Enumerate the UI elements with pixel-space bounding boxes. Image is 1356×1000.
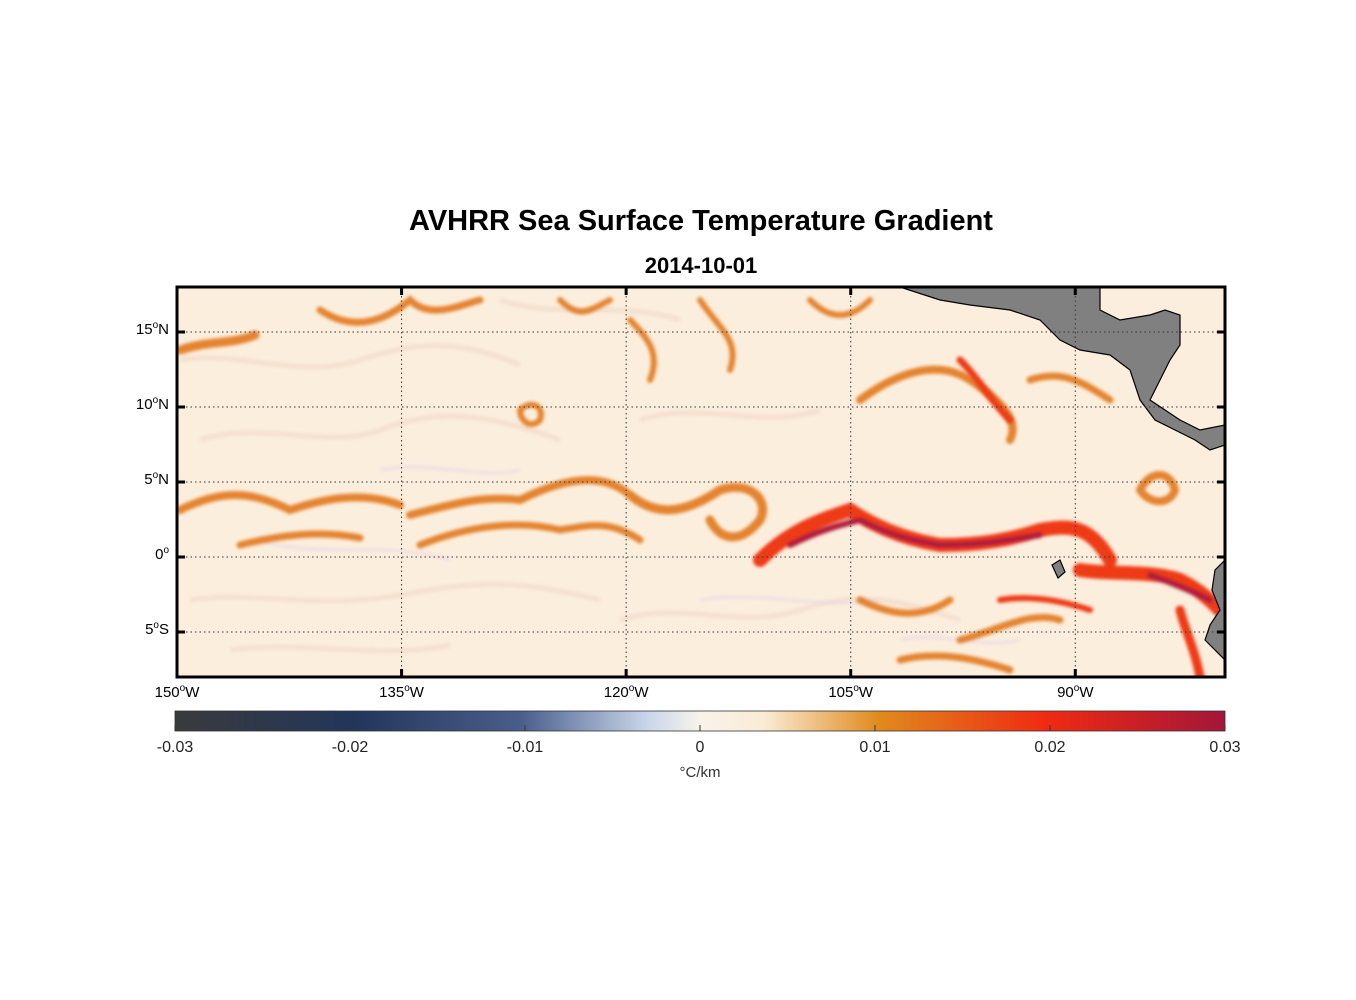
lon-label-90w: 90oW	[1057, 683, 1094, 701]
lat-label-10n: 10oN	[135, 395, 169, 413]
map-subtitle: 2014-10-01	[644, 253, 758, 278]
lon-label-105w: 105oW	[828, 683, 874, 701]
colorbar-tick-label: 0.03	[1209, 739, 1241, 756]
colorbar-tick-label: 0.01	[859, 739, 891, 756]
colorbar-unit: °C/km	[679, 764, 721, 781]
colorbar-tick-label: 0.02	[1034, 739, 1066, 756]
colorbar-tick-label: -0.02	[331, 739, 369, 756]
lat-label-15n: 15oN	[135, 320, 169, 338]
lat-label-5s: 5oS	[145, 620, 169, 638]
colorbar-tick-label: -0.03	[156, 739, 194, 756]
map-title: AVHRR Sea Surface Temperature Gradient	[409, 205, 993, 237]
map-frame	[175, 285, 1227, 679]
lon-label-150w: 150oW	[154, 683, 200, 701]
ocean-background	[177, 287, 1225, 677]
strong-fronts	[753, 356, 1225, 677]
lon-label-135w: 135oW	[379, 683, 424, 701]
lon-label-120w: 120oW	[603, 683, 649, 701]
land-masses	[899, 287, 1225, 661]
colorbar-ticks	[174, 725, 1226, 731]
lat-label-0: 0o	[155, 545, 169, 563]
lat-label-5n: 5oN	[144, 470, 169, 488]
colorbar-tick-label: -0.01	[506, 739, 544, 756]
colorbar-tick-label: 0	[695, 739, 705, 756]
